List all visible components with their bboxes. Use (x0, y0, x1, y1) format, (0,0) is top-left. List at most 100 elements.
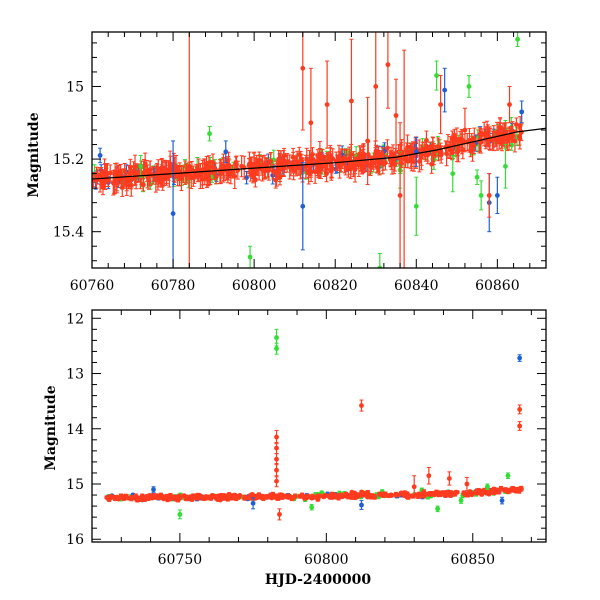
bottom-data-point (278, 492, 284, 499)
top-data-point (391, 154, 397, 175)
bottom-outlier-point (435, 505, 441, 513)
bottom-data-point (184, 496, 189, 502)
top-data-point (284, 152, 290, 173)
bottom-data-point (436, 491, 442, 496)
bottom-data-point (121, 496, 127, 502)
top-outlier-point (349, 38, 354, 164)
bottom-x-tick-label: 60800 (304, 552, 349, 568)
top-data-point (179, 164, 184, 192)
bottom-outlier-point (485, 483, 490, 491)
top-outlier-point (308, 67, 314, 178)
bottom-data-point (106, 497, 112, 503)
bottom-data-point (507, 488, 512, 494)
bottom-y-tick-label: 13 (66, 367, 84, 383)
top-data-point (153, 167, 159, 193)
bottom-data-point (235, 493, 241, 499)
bottom-data-point (139, 493, 145, 499)
bottom-plot-frame (91, 309, 547, 543)
top-outlier-point (401, 49, 407, 268)
top-data-point (119, 178, 125, 197)
top-data-point (320, 149, 325, 166)
bottom-outlier-point (464, 476, 470, 492)
bottom-data-point (259, 495, 265, 501)
top-outlier-point (324, 60, 330, 149)
top-data-point (360, 155, 365, 173)
bottom-data-point (128, 495, 134, 502)
top-outlier-point (373, 32, 379, 142)
bottom-data-point (177, 495, 183, 500)
top-data-point (429, 154, 435, 174)
top-x-tick-label: 60780 (151, 278, 196, 294)
top-data-point (128, 173, 134, 197)
bottom-data-point (488, 488, 494, 495)
bottom-y-axis-label: Magnitude (43, 385, 59, 470)
bottom-data-point (315, 493, 321, 499)
top-outlier-point (223, 140, 229, 164)
top-outlier-point (207, 125, 212, 142)
bottom-data-point (191, 493, 197, 499)
bottom-data-point (357, 492, 363, 498)
bottom-data-point (503, 487, 508, 493)
bottom-data-point (292, 493, 298, 499)
top-outlier-point (438, 75, 444, 135)
top-data-point (132, 170, 138, 186)
bottom-data-point (114, 495, 119, 501)
top-outlier-point (434, 60, 439, 91)
bottom-data-point (421, 492, 427, 497)
bottom-data-point (368, 493, 374, 500)
bottom-data-point (449, 490, 455, 496)
top-outlier-point (300, 162, 306, 251)
bottom-outlier-point (274, 453, 279, 466)
bottom-data-point (149, 495, 155, 500)
top-outlier-point (300, 32, 306, 131)
bottom-outlier-point (517, 354, 523, 362)
top-outlier-point (413, 176, 419, 236)
top-outlier-point (442, 67, 448, 113)
top-plot-area (92, 32, 546, 268)
bottom-data-point (144, 493, 149, 499)
bottom-data-point (362, 492, 368, 498)
top-outlier-point (515, 32, 521, 48)
bottom-data-point (272, 493, 278, 499)
bottom-data-point (336, 493, 342, 499)
bottom-data-point (351, 490, 357, 496)
top-x-tick-label: 60860 (475, 278, 520, 294)
bottom-data-point (372, 494, 378, 500)
bottom-outlier-point (426, 466, 432, 485)
bottom-data-point (217, 497, 223, 503)
bottom-outlier-point (277, 508, 282, 521)
top-data-point (226, 159, 232, 173)
bottom-data-point (245, 495, 251, 501)
bottom-data-point (496, 489, 501, 495)
top-data-point (506, 127, 512, 151)
top-data-point (493, 132, 499, 146)
bottom-data-point (453, 489, 459, 495)
top-data-point (262, 164, 268, 178)
top-y-tick-label: 15 (66, 79, 84, 95)
top-data-point (324, 164, 329, 183)
top-data-point (356, 152, 362, 177)
top-x-tick-label: 60760 (70, 278, 115, 294)
bottom-data-point (302, 496, 308, 501)
top-data-point (296, 159, 302, 176)
top-x-tick-label: 60800 (232, 278, 277, 294)
bottom-outlier-point (517, 421, 523, 431)
bottom-data-point (207, 495, 213, 501)
bottom-data-point (220, 493, 226, 499)
bottom-data-point (475, 488, 481, 495)
top-data-point (498, 133, 504, 146)
top-data-point (478, 130, 484, 154)
bottom-outlier-point (458, 497, 464, 504)
bottom-outlier-point (274, 342, 279, 355)
top-outlier-point (97, 147, 103, 164)
bottom-outlier-point (359, 500, 364, 510)
top-data-point (114, 167, 120, 192)
bottom-outlier-point (505, 472, 511, 479)
bottom-data-point (469, 491, 475, 497)
bottom-outlier-point (151, 486, 156, 493)
top-outlier-point (474, 169, 480, 185)
bottom-outlier-point (177, 509, 183, 520)
top-data-point (312, 159, 318, 184)
top-outlier-point (478, 180, 484, 211)
